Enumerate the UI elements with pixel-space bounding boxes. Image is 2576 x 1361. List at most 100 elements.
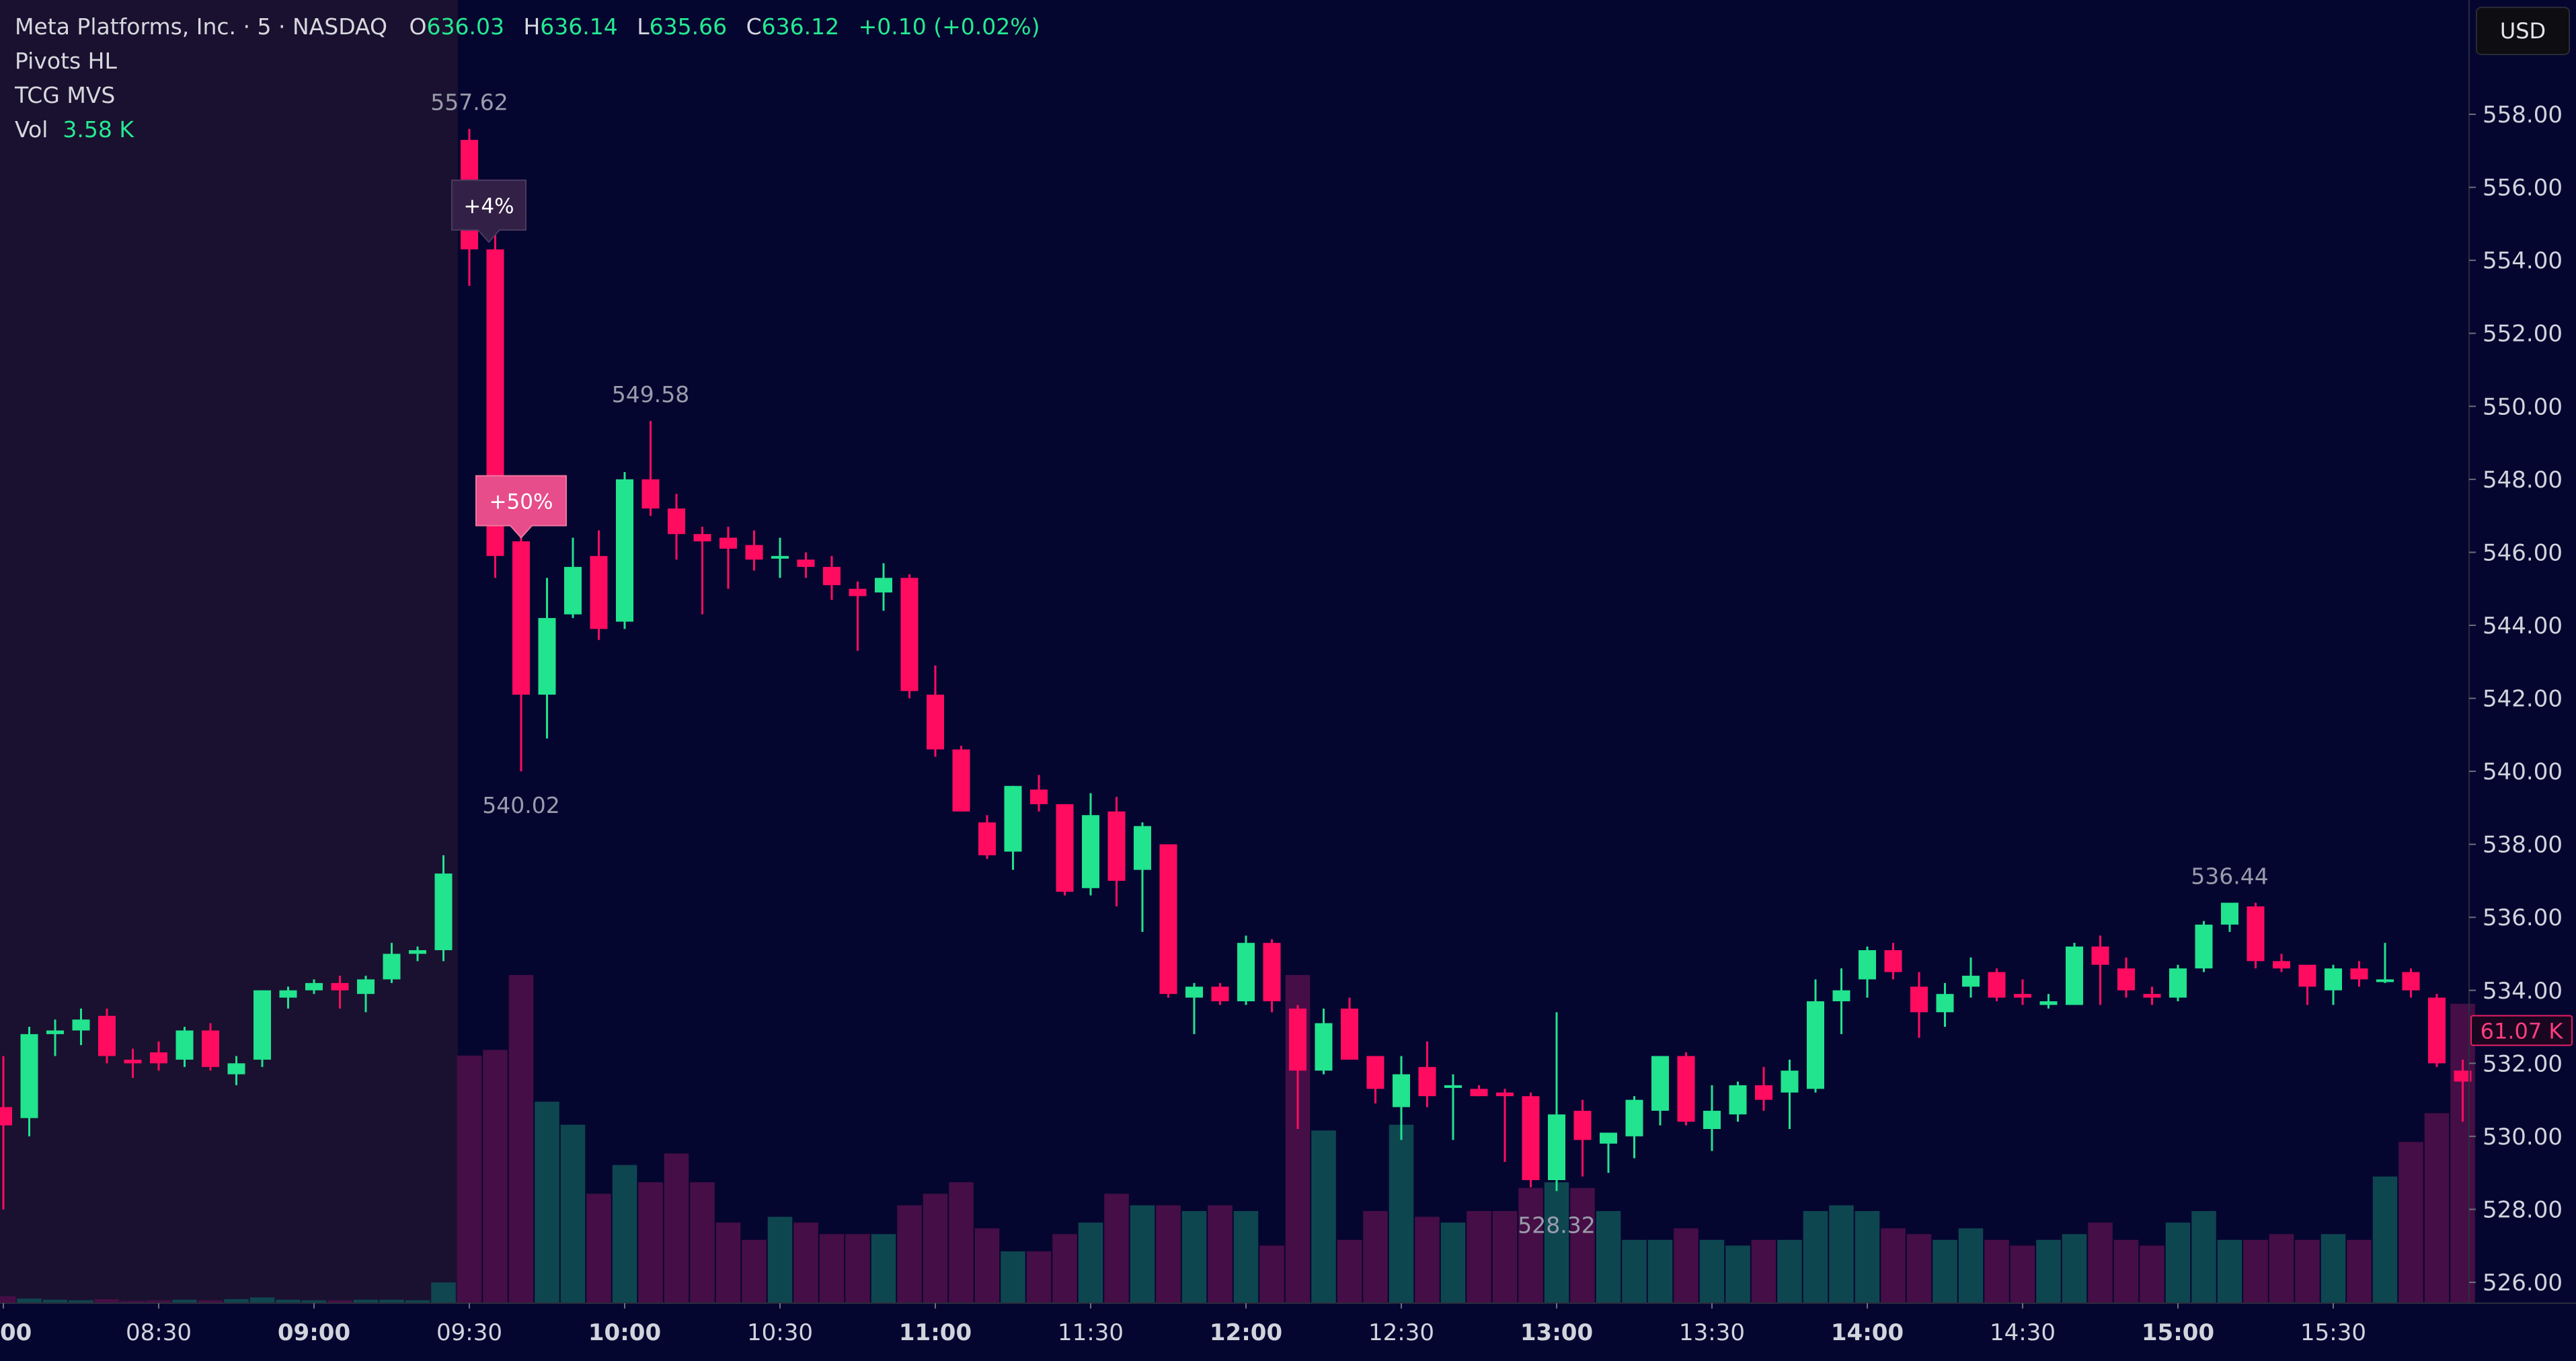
candle-body[interactable] (20, 1034, 38, 1118)
candle-body[interactable] (202, 1030, 219, 1067)
candle-body[interactable] (2376, 979, 2394, 982)
candle-body[interactable] (279, 990, 297, 998)
candle-body[interactable] (1755, 1085, 1772, 1100)
candle-body[interactable] (2428, 997, 2446, 1064)
candle-body[interactable] (875, 578, 892, 593)
candle-body[interactable] (1056, 804, 1074, 892)
candle-body[interactable] (1651, 1056, 1669, 1111)
candle-body[interactable] (124, 1059, 142, 1064)
currency-button[interactable]: USD (2476, 7, 2570, 55)
candle-body[interactable] (1807, 1001, 1824, 1089)
candle-body[interactable] (1082, 815, 1099, 888)
candle-body[interactable] (383, 954, 401, 980)
candle-body[interactable] (1185, 986, 1203, 998)
candle-body[interactable] (1703, 1110, 1721, 1130)
candle-body[interactable] (357, 979, 375, 995)
candle-body[interactable] (512, 541, 530, 695)
candle-body[interactable] (978, 822, 996, 855)
indicator-pivots-hl[interactable]: Pivots HL (15, 48, 117, 74)
candle-body[interactable] (1107, 811, 1126, 881)
candle-body[interactable] (616, 479, 633, 622)
candle-body[interactable] (1729, 1085, 1747, 1115)
candle-body[interactable] (1134, 826, 1151, 870)
candle-body[interactable] (1988, 972, 2006, 998)
candle-body[interactable] (1444, 1085, 1462, 1088)
candle-body[interactable] (2091, 946, 2109, 965)
candle-body[interactable] (1211, 986, 1229, 1002)
candle-body[interactable] (952, 749, 970, 812)
candle-body[interactable] (641, 479, 660, 509)
candle-body[interactable] (2247, 906, 2265, 962)
candle-body[interactable] (823, 567, 841, 586)
candle-body[interactable] (253, 990, 271, 1060)
candle-body[interactable] (98, 1015, 116, 1056)
candle-body[interactable] (2169, 968, 2187, 998)
candle-body[interactable] (1548, 1114, 1565, 1181)
candle-body[interactable] (331, 982, 349, 990)
candle-body[interactable] (719, 537, 737, 549)
candle-body[interactable] (1625, 1099, 1643, 1136)
indicator-tcg-mvs[interactable]: TCG MVS (15, 82, 116, 108)
candle-body[interactable] (849, 588, 867, 596)
candle-body[interactable] (434, 873, 453, 951)
candle-body[interactable] (46, 1030, 64, 1034)
candle-body[interactable] (0, 1107, 12, 1126)
candle-body[interactable] (1418, 1066, 1436, 1097)
candle-body[interactable] (1315, 1023, 1333, 1071)
candle-body[interactable] (305, 982, 323, 990)
candle-body[interactable] (2117, 968, 2135, 990)
candle-body[interactable] (927, 695, 944, 750)
candle-body[interactable] (2454, 1071, 2472, 1082)
candle-body[interactable] (1832, 990, 1850, 1002)
candle-body[interactable] (1522, 1096, 1540, 1181)
candle-body[interactable] (1470, 1089, 1488, 1097)
candle-body[interactable] (2325, 968, 2342, 990)
candle-body[interactable] (1496, 1092, 1514, 1097)
candle-body[interactable] (2221, 902, 2238, 925)
volume-legend-row[interactable]: Vol 3.58 K (15, 112, 1040, 147)
candle-body[interactable] (1573, 1110, 1592, 1140)
candle-body[interactable] (409, 950, 426, 954)
candle-body[interactable] (1366, 1056, 1384, 1089)
candle-body[interactable] (1677, 1056, 1695, 1122)
candle-body[interactable] (1263, 943, 1281, 1002)
symbol-title[interactable]: Meta Platforms, Inc. · 5 · NASDAQ (15, 13, 387, 40)
candle-body[interactable] (745, 545, 763, 560)
candle-body[interactable] (2195, 925, 2213, 969)
candle-body[interactable] (1030, 789, 1048, 804)
candle-body[interactable] (1393, 1074, 1410, 1107)
candle-body[interactable] (1600, 1132, 1617, 1144)
candle-body[interactable] (2402, 972, 2420, 990)
candle-body[interactable] (1859, 950, 1876, 980)
candle-body[interactable] (693, 534, 711, 542)
candle-body[interactable] (2143, 994, 2161, 998)
candle-body[interactable] (2350, 968, 2368, 980)
candle-body[interactable] (1289, 1008, 1306, 1071)
candle-body[interactable] (797, 559, 815, 568)
candle-body[interactable] (900, 578, 919, 691)
candle-body[interactable] (564, 567, 582, 615)
candle-body[interactable] (1341, 1008, 1358, 1060)
candle-body[interactable] (668, 508, 685, 535)
candle-body[interactable] (1910, 986, 1928, 1013)
candle-body[interactable] (538, 618, 556, 695)
candle-body[interactable] (2273, 961, 2290, 969)
candle-body[interactable] (1884, 950, 1902, 972)
candle-body[interactable] (1159, 844, 1177, 995)
candle-body[interactable] (1936, 994, 1954, 1013)
candle-body[interactable] (175, 1030, 194, 1060)
candle-body[interactable] (1962, 976, 1980, 987)
candle-body[interactable] (2039, 1001, 2058, 1005)
candle-body[interactable] (1237, 943, 1255, 1002)
candle-body[interactable] (2298, 964, 2316, 987)
candle-body[interactable] (771, 555, 789, 559)
candle-body[interactable] (1004, 785, 1022, 852)
candle-body[interactable] (2014, 994, 2031, 998)
candle-body[interactable] (72, 1019, 90, 1031)
candle-body[interactable] (227, 1063, 245, 1075)
candle-body[interactable] (1781, 1071, 1799, 1093)
candle-body[interactable] (150, 1052, 167, 1064)
candle-body[interactable] (590, 555, 608, 629)
candle-body[interactable] (2066, 946, 2083, 1005)
